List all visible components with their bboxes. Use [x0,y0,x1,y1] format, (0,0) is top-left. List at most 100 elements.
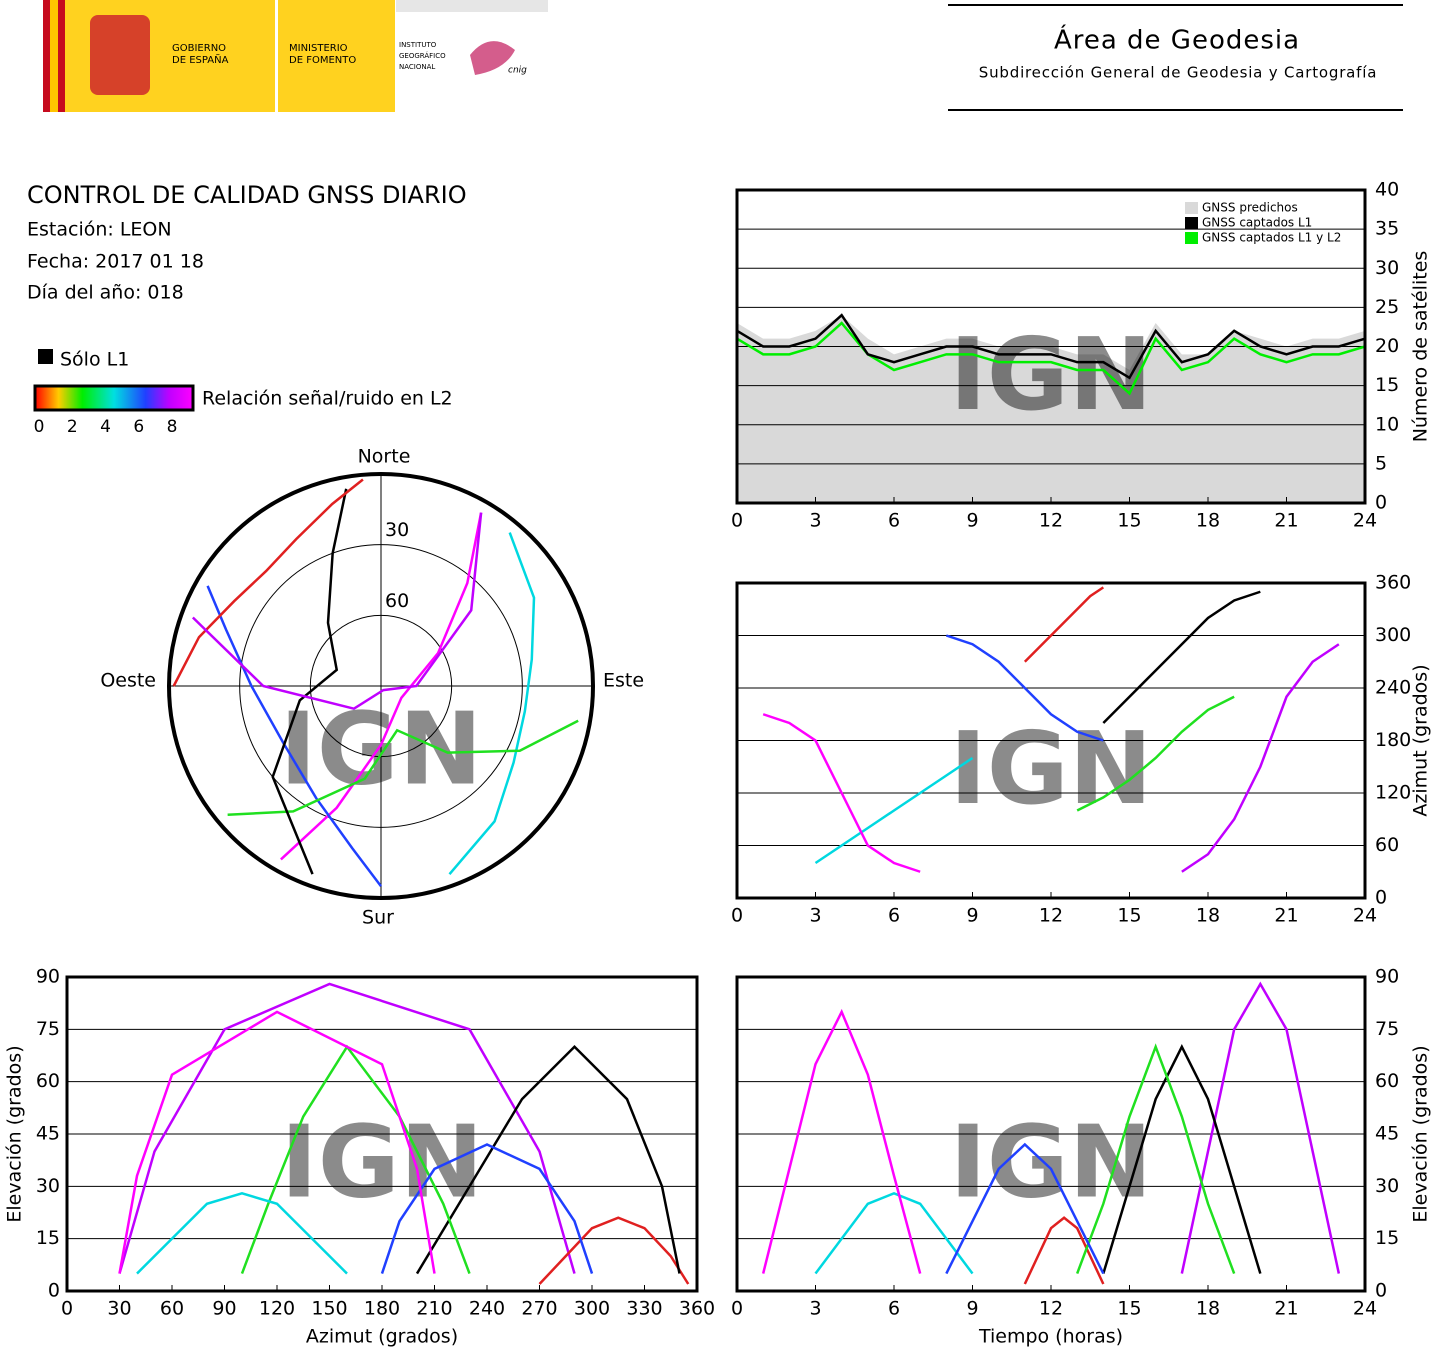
series-line [1102,590,1261,724]
direction-label: Sur [362,907,394,929]
report-line: Fecha: 2017 01 18 [27,251,204,273]
y-tick-label: 5 [1375,452,1387,474]
series-line [1181,643,1340,873]
x-tick-label: 24 [1353,1298,1377,1320]
y-tick-label: 15 [1375,1227,1399,1249]
logo-text: cnig [508,66,527,76]
y-tick-label: 60 [1375,1070,1399,1092]
logo-text: DE ESPAÑA [172,53,229,66]
y-tick-label: 35 [1375,218,1399,240]
x-tick-label: 18 [1196,905,1220,927]
y-tick-label: 15 [1375,374,1399,396]
series-line [118,1010,436,1274]
x-tick-label: 12 [1039,1298,1063,1320]
y-axis-label: Elevación (grados) [4,1045,26,1222]
x-tick-label: 21 [1274,1298,1298,1320]
polar-frame [167,472,595,900]
y-tick-label: 30 [1375,1175,1399,1197]
legend-swatch [1185,202,1198,214]
y-tick-label: 90 [36,966,60,988]
series-line [762,713,921,873]
x-axis-label: Tiempo (horas) [978,1326,1123,1348]
x-tick-label: 0 [61,1298,73,1320]
series-line [814,1191,974,1275]
y-tick-label: 240 [1375,677,1411,699]
y-tick-label: 60 [36,1070,60,1092]
snr-tick-label: 8 [167,417,178,437]
x-tick-label: 6 [888,905,900,927]
y-tick-label: 60 [1375,834,1399,856]
polar-ring-label: 60 [385,590,409,612]
area-title: Área de Geodesia [1054,24,1300,56]
logo-text: GOBIERNO [172,43,226,54]
report-line: Día del año: 018 [27,282,184,304]
logo-text: GEOGRÁFICO [399,51,446,60]
series-line [945,1142,1105,1275]
y-axis-label: Azimut (grados) [1410,664,1432,816]
shield [90,15,150,95]
legend-swatch [1185,232,1198,244]
plot-frame [65,975,699,1293]
y-tick-label: 45 [1375,1123,1399,1145]
sky-track [172,478,364,687]
snr-tick-label: 4 [100,417,111,437]
series-line [1075,1043,1236,1274]
y-tick-label: 0 [1375,492,1387,514]
y-tick-label: 120 [1375,782,1411,804]
y-tick-label: 20 [1375,335,1399,357]
watermark: IGN [280,690,483,807]
x-tick-label: 6 [888,510,900,532]
x-tick-label: 0 [731,1298,743,1320]
x-tick-label: 150 [311,1298,347,1320]
series-line [538,1216,690,1285]
series-line [945,634,1104,742]
y-tick-label: 75 [1375,1018,1399,1040]
y-tick-label: 30 [1375,257,1399,279]
series-line [736,313,1366,380]
y-tick-label: 180 [1375,729,1411,751]
logo-text: INSTITUTO [399,41,437,49]
y-tick-label: 15 [36,1227,60,1249]
y-tick-label: 0 [48,1280,60,1302]
x-tick-label: 3 [809,905,821,927]
x-tick-label: 9 [966,905,978,927]
series-line [118,982,576,1274]
y-tick-label: 75 [36,1018,60,1040]
snr-colorbar [33,384,195,412]
y-tick-label: 25 [1375,296,1399,318]
x-tick-label: 210 [416,1298,452,1320]
x-tick-label: 3 [809,510,821,532]
series-line [1076,695,1235,812]
x-tick-label: 330 [626,1298,662,1320]
x-axis-label: Azimut (grados) [306,1326,458,1348]
series-line [736,321,1366,396]
x-tick-label: 15 [1117,905,1141,927]
cnig-logo [470,41,515,75]
plot-frame [735,975,1367,1293]
flag-yellow [50,0,58,112]
sky-track [191,512,483,711]
y-tick-label: 45 [36,1123,60,1145]
polar-ring-label: 30 [385,519,409,541]
sky-track [280,512,483,861]
area-subtitle: Subdirección General de Geodesia y Carto… [979,64,1377,82]
snr-tick-label: 6 [133,417,144,437]
series-line [415,1045,681,1275]
logo-text: NACIONAL [399,63,435,71]
series-line [380,1143,594,1274]
direction-label: Este [603,670,644,692]
x-tick-label: 3 [809,1298,821,1320]
x-tick-label: 0 [731,905,743,927]
legend-swatch [1185,217,1198,229]
x-tick-label: 24 [1353,905,1377,927]
header: GOBIERNO DE ESPAÑA MINISTERIO DE FOMENTO… [43,0,1403,112]
direction-label: Norte [358,446,411,468]
snr-tick-label: 0 [34,417,45,437]
sky-track [227,719,579,816]
x-tick-label: 15 [1117,510,1141,532]
x-tick-label: 12 [1039,510,1063,532]
logo-text: DE FOMENTO [289,55,356,66]
y-tick-label: 40 [1375,179,1399,201]
y-tick-label: 0 [1375,1280,1387,1302]
sky-track [271,488,348,875]
